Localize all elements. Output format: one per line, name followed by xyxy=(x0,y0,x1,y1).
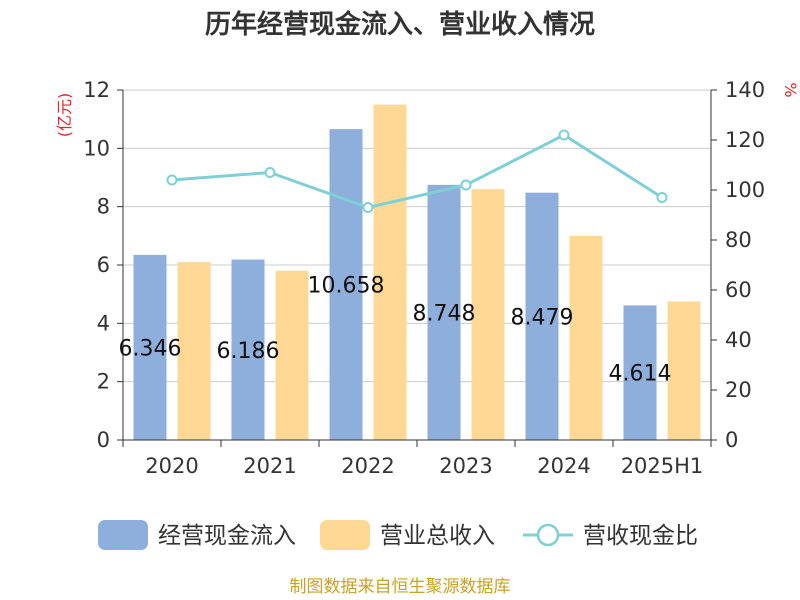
grid xyxy=(123,89,711,383)
line-point xyxy=(460,179,472,191)
bar-data-label: 6.186 xyxy=(217,339,280,364)
right-axis-tick-label: 100 xyxy=(725,178,765,202)
x-axis-tick-label: 2025H1 xyxy=(621,454,704,478)
left-axis-tick-label: 2 xyxy=(97,370,110,394)
bar xyxy=(427,184,461,440)
right-axis-tick-label: 60 xyxy=(725,278,752,302)
bar xyxy=(329,129,363,440)
bar-data-label: 10.658 xyxy=(308,274,385,299)
left-axis-unit: (亿元) xyxy=(55,93,74,138)
legend-label: 营业总收入 xyxy=(380,523,495,549)
bar xyxy=(525,192,559,440)
bar xyxy=(133,254,167,440)
x-axis-tick-label: 2021 xyxy=(243,454,296,478)
x-axis-tick-label: 2022 xyxy=(341,454,394,478)
left-axis-tick-label: 8 xyxy=(97,195,110,219)
line-series xyxy=(166,129,668,213)
left-axis-tick-label: 12 xyxy=(83,78,110,102)
x-axis-tick-label: 2024 xyxy=(537,454,590,478)
legend-swatch xyxy=(98,520,148,550)
line-point xyxy=(558,129,570,141)
right-axis-tick-label: 20 xyxy=(725,378,752,402)
legend-label: 营收现金比 xyxy=(583,523,698,549)
bar-data-label: 8.748 xyxy=(413,301,476,326)
bar-data-label: 6.346 xyxy=(119,336,182,361)
bar xyxy=(177,262,211,440)
legend-label: 经营现金流入 xyxy=(158,523,296,549)
left-axis-tick-label: 0 xyxy=(97,428,110,452)
x-axis-tick-label: 2023 xyxy=(439,454,492,478)
bar xyxy=(231,259,265,440)
bar xyxy=(373,104,407,440)
line-point xyxy=(264,167,276,178)
line-point xyxy=(166,174,178,186)
right-axis-tick-label: 0 xyxy=(725,428,738,452)
line-path xyxy=(171,133,663,210)
legend-swatch xyxy=(320,520,370,550)
bars xyxy=(133,104,701,440)
bar xyxy=(275,270,309,440)
line-point xyxy=(362,202,374,213)
right-axis-unit: % xyxy=(781,82,800,97)
left-axis-tick-label: 6 xyxy=(97,253,110,277)
left-axis-tick-label: 4 xyxy=(97,311,110,335)
bar xyxy=(569,235,603,440)
data-labels: 6.346 6.186 10.658 8.748 8.479 4.614 xyxy=(119,274,672,387)
right-axis-tick-label: 120 xyxy=(725,128,765,152)
bar-data-label: 4.614 xyxy=(609,362,672,387)
bar xyxy=(667,301,701,440)
right-axis-tick-label: 80 xyxy=(725,228,752,252)
right-axis-tick-label: 40 xyxy=(725,328,752,352)
legend-marker xyxy=(536,523,560,547)
legend: 经营现金流入 营业总收入 营收现金比 xyxy=(98,520,698,550)
right-axis-tick-label: 140 xyxy=(725,78,765,102)
chart-title: 历年经营现金流入、营业收入情况 xyxy=(205,9,595,40)
bar xyxy=(471,189,505,440)
left-axis-tick-label: 10 xyxy=(83,136,110,160)
source-note: 制图数据来自恒生聚源数据库 xyxy=(290,577,511,597)
line-point xyxy=(656,192,668,203)
bar xyxy=(623,305,657,440)
bar-data-label: 8.479 xyxy=(511,305,574,330)
x-axis-tick-label: 2020 xyxy=(145,454,198,478)
